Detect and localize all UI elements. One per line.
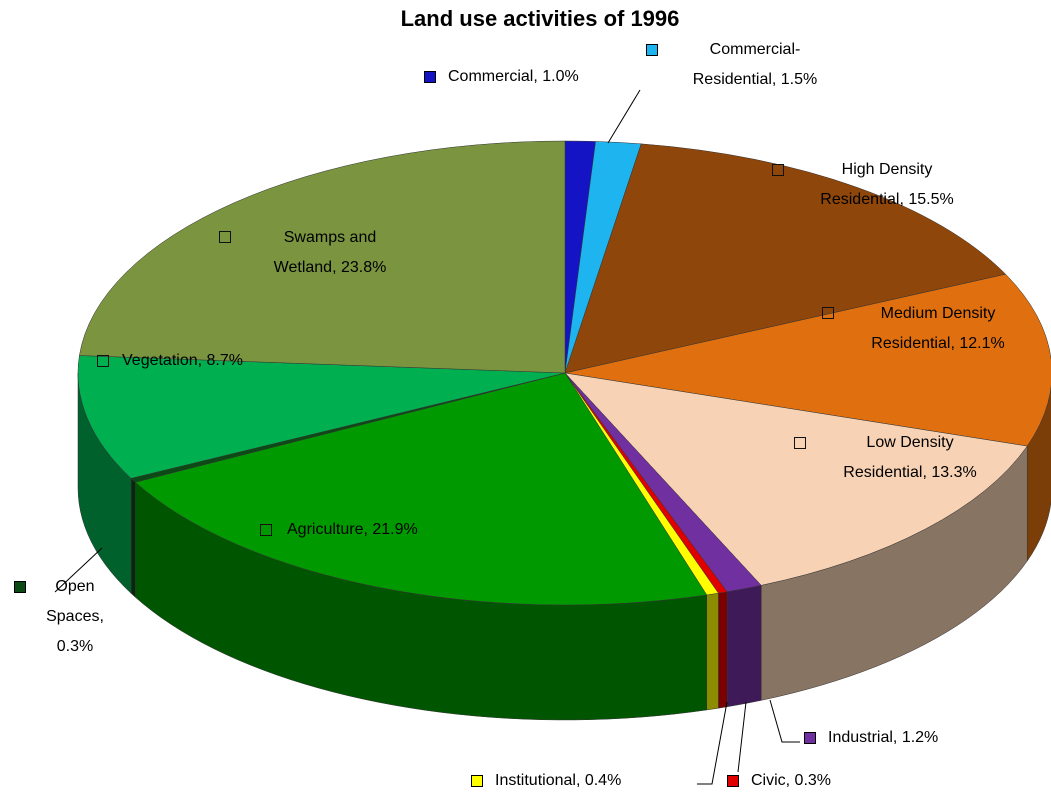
leader-line <box>607 89 641 144</box>
data-label: Civic, 0.3% <box>751 772 831 789</box>
data-label: Medium Density Residential, 12.1% <box>871 305 1004 352</box>
label-key <box>219 231 231 243</box>
label-key <box>14 581 26 593</box>
data-label: Low Density Residential, 13.3% <box>843 434 976 481</box>
label-line: Medium Density <box>881 305 996 322</box>
data-label: Commercial, 1.0% <box>448 68 579 85</box>
label-line: 0.3% <box>57 638 93 655</box>
label-line: Wetland, 23.8% <box>274 259 387 276</box>
label-key <box>794 437 806 449</box>
data-label: Institutional, 0.4% <box>495 772 621 789</box>
leader-line <box>737 701 747 773</box>
leader-line <box>769 699 800 743</box>
label-line: Spaces, <box>46 608 104 625</box>
label-line: Agriculture, 21.9% <box>287 521 418 538</box>
slice <box>79 140 566 374</box>
label-key <box>646 44 658 56</box>
label-key <box>97 355 109 367</box>
data-label: Swamps and Wetland, 23.8% <box>274 229 387 276</box>
slice-side <box>718 591 728 709</box>
label-key <box>804 732 816 744</box>
label-line: Institutional, 0.4% <box>495 772 621 789</box>
label-key <box>424 71 436 83</box>
label-line: Low Density <box>866 434 953 451</box>
data-label: Vegetation, 8.7% <box>122 352 243 369</box>
label-key <box>727 775 739 787</box>
label-key <box>260 524 272 536</box>
data-label: Commercial- Residential, 1.5% <box>693 41 818 88</box>
leader-line <box>54 547 103 593</box>
data-label: High Density Residential, 15.5% <box>820 161 953 208</box>
slice-side <box>726 585 762 708</box>
slice <box>77 355 566 479</box>
label-key <box>822 307 834 319</box>
label-line: Residential, 13.3% <box>843 464 976 481</box>
chart-title: Land use activities of 1996 <box>401 6 680 31</box>
label-line: Residential, 15.5% <box>820 191 953 208</box>
label-line: Civic, 0.3% <box>751 772 831 789</box>
label-key <box>471 775 483 787</box>
slice <box>564 143 1007 374</box>
leader-line <box>697 701 728 785</box>
label-line: Residential, 12.1% <box>871 335 1004 352</box>
label-line: Commercial, 1.0% <box>448 68 579 85</box>
label-line: High Density <box>842 161 933 178</box>
label-line: Industrial, 1.2% <box>828 729 938 746</box>
label-line: Commercial- <box>710 41 801 58</box>
slice-side <box>130 477 136 598</box>
label-key <box>772 164 784 176</box>
data-label: Open Spaces, 0.3% <box>46 578 104 655</box>
label-line: Open <box>55 578 94 595</box>
slice-side <box>706 592 719 711</box>
slice <box>134 372 708 606</box>
label-line: Residential, 1.5% <box>693 71 818 88</box>
label-line: Swamps and <box>284 229 377 246</box>
slice <box>564 273 1051 447</box>
label-line: Vegetation, 8.7% <box>122 352 243 369</box>
data-label: Industrial, 1.2% <box>828 729 938 746</box>
data-label: Agriculture, 21.9% <box>287 521 418 538</box>
slice <box>564 372 1028 586</box>
